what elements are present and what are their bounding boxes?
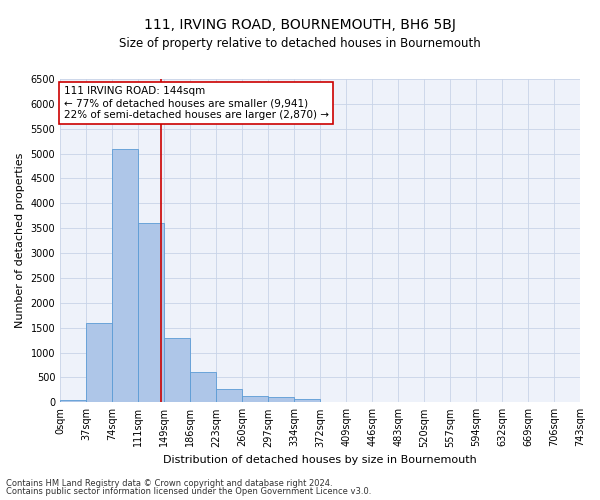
Text: Contains public sector information licensed under the Open Government Licence v3: Contains public sector information licen…: [6, 487, 371, 496]
Text: Contains HM Land Registry data © Crown copyright and database right 2024.: Contains HM Land Registry data © Crown c…: [6, 478, 332, 488]
Bar: [242, 396, 268, 402]
Bar: [216, 389, 242, 402]
X-axis label: Distribution of detached houses by size in Bournemouth: Distribution of detached houses by size …: [163, 455, 477, 465]
Bar: [294, 399, 320, 402]
Bar: [86, 322, 112, 402]
Bar: [164, 338, 190, 402]
Bar: [112, 148, 138, 402]
Bar: [138, 223, 164, 402]
Bar: [268, 398, 294, 402]
Text: 111, IRVING ROAD, BOURNEMOUTH, BH6 5BJ: 111, IRVING ROAD, BOURNEMOUTH, BH6 5BJ: [144, 18, 456, 32]
Y-axis label: Number of detached properties: Number of detached properties: [15, 153, 25, 328]
Bar: [190, 372, 216, 402]
Text: 111 IRVING ROAD: 144sqm
← 77% of detached houses are smaller (9,941)
22% of semi: 111 IRVING ROAD: 144sqm ← 77% of detache…: [64, 86, 329, 120]
Bar: [60, 400, 86, 402]
Text: Size of property relative to detached houses in Bournemouth: Size of property relative to detached ho…: [119, 38, 481, 51]
